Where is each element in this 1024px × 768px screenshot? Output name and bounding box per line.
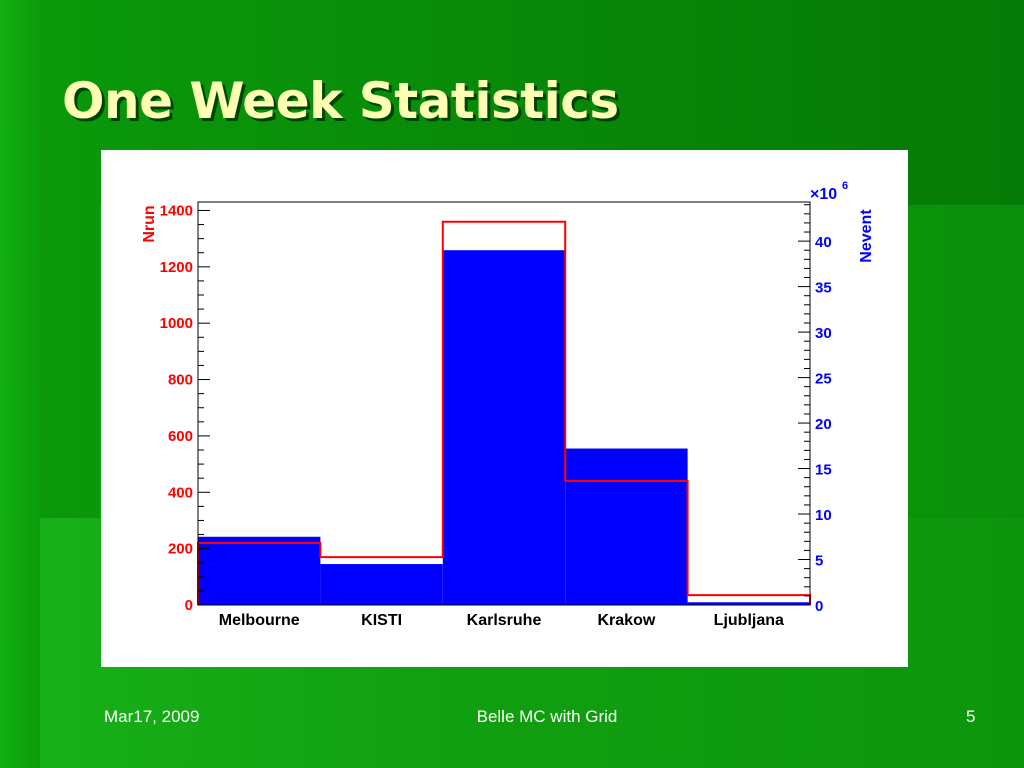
slide-title: One Week Statistics [62, 72, 619, 130]
chart-frame: 0 200 400 600 800 1000 1200 1400 0 5 10 15 20 25 30 35… [101, 150, 908, 667]
x-category-label: Krakow [598, 612, 656, 629]
right-axis-multiplier: ×10 [810, 186, 837, 203]
right-axis: 0 5 10 15 20 25 30 35 40 [798, 204, 832, 615]
nevent-bar-krakow [565, 448, 688, 605]
left-tick-label: 1400 [160, 202, 193, 219]
x-category-label: Ljubljana [714, 612, 784, 629]
right-tick-label: 20 [815, 416, 832, 433]
x-category-label: KISTI [361, 612, 402, 629]
left-tick-label: 600 [168, 428, 193, 445]
nevent-bar-karlsruhe [442, 250, 566, 605]
footer-date: Mar17, 2009 [104, 707, 200, 726]
x-axis-categories: Melbourne KISTI Karlsruhe Krakow Ljubljana [219, 612, 784, 629]
plot-frame [197, 201, 811, 606]
nrun-step-line-path [197, 220, 811, 605]
right-tick-label: 35 [815, 280, 832, 297]
page-number: 5 [966, 707, 976, 726]
nrun-step-line [197, 220, 811, 605]
nevent-bar-kisti [320, 564, 443, 605]
right-tick-label: 10 [815, 507, 832, 524]
left-tick-label: 0 [185, 597, 193, 614]
right-axis-label: Nevent [858, 209, 875, 263]
left-tick-label: 1200 [160, 259, 193, 276]
nevent-bar-melbourne [198, 536, 321, 605]
left-axis: 0 200 400 600 800 1000 1200 1400 [160, 202, 210, 614]
left-tick-label: 1000 [160, 315, 193, 332]
x-category-label: Karlsruhe [467, 612, 542, 629]
left-axis-label: Nrun [141, 205, 158, 242]
histogram-chart: 0 200 400 600 800 1000 1200 1400 0 5 10 15 20 25 30 35… [141, 180, 875, 629]
footer-title: Belle MC with Grid [476, 707, 618, 726]
left-tick-label: 200 [168, 541, 193, 558]
x-category-label: Melbourne [219, 612, 300, 629]
right-tick-label: 40 [815, 234, 832, 251]
right-tick-label: 5 [815, 553, 823, 570]
nevent-bars [198, 250, 810, 605]
nevent-bar-ljubljana [687, 602, 810, 605]
left-tick-label: 400 [168, 484, 193, 501]
background-stripe [0, 0, 40, 768]
right-tick-label: 0 [815, 598, 823, 615]
right-tick-label: 25 [815, 371, 832, 388]
left-tick-label: 800 [168, 372, 193, 389]
right-axis-exponent: 6 [842, 180, 848, 192]
right-tick-label: 30 [815, 325, 832, 342]
right-tick-label: 15 [815, 462, 832, 479]
